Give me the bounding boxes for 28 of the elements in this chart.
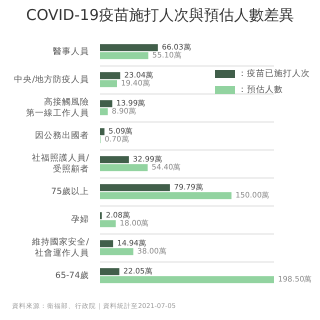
- bar: [100, 44, 158, 52]
- bar: [100, 128, 104, 136]
- chart-title: COVID-19疫苗施打人次與預估人數差異: [25, 6, 295, 25]
- bar: [100, 164, 148, 172]
- legend-label: ：疫苗已施打人次: [238, 68, 310, 80]
- bar: [100, 184, 170, 192]
- y-tick-label: 因公務出國者: [35, 130, 89, 142]
- bar: [100, 80, 118, 88]
- bar: [100, 100, 112, 108]
- bar: [100, 72, 120, 80]
- y-tick-label: 社福照護人員/受照顧者: [32, 152, 90, 175]
- y-tick-label: 醫事人員: [53, 46, 89, 58]
- bar: [100, 192, 232, 200]
- bar: [100, 276, 274, 284]
- bar: [100, 108, 108, 116]
- y-tick-label: 維持國家安全/社會運作人員: [31, 236, 90, 259]
- y-tick-label: 孕婦: [71, 214, 89, 226]
- y-tick-label: 75歲以上: [51, 186, 89, 198]
- y-tick-label: 65-74歲: [55, 270, 89, 282]
- bar: [100, 240, 114, 248]
- y-tick-label: 中央/地方防疫人員: [14, 74, 89, 86]
- bar: [100, 156, 129, 164]
- bar: [100, 52, 148, 60]
- legend-label: ：預估人數: [238, 84, 283, 96]
- bar: [100, 220, 116, 228]
- y-tick-label: 高接觸風險第一線工作人員: [26, 96, 89, 119]
- bar: [100, 248, 134, 256]
- bar: [100, 268, 120, 276]
